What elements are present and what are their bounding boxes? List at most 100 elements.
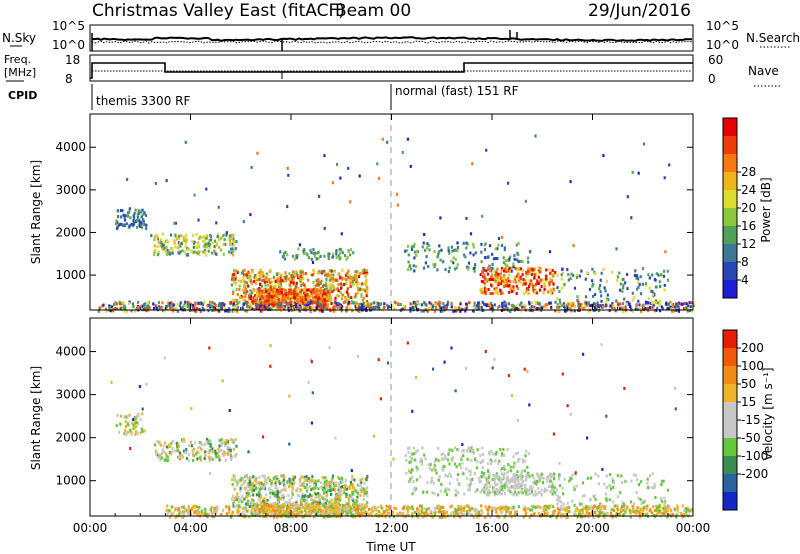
heatmap-cell <box>231 478 234 482</box>
heatmap-cell <box>286 253 289 257</box>
heatmap-cell <box>268 479 271 482</box>
heatmap-cell <box>248 302 251 306</box>
heatmap-cell <box>328 252 331 256</box>
heatmap-cell <box>293 475 297 479</box>
heatmap-cell <box>530 505 533 508</box>
heatmap-cell <box>275 272 278 276</box>
heatmap-cell <box>377 305 380 309</box>
heatmap-cell <box>264 300 267 304</box>
heatmap-cell <box>363 490 366 494</box>
heatmap-cell <box>260 309 263 313</box>
heatmap-cell <box>599 504 603 508</box>
heatmap-cell <box>551 485 554 489</box>
heatmap-cell <box>437 459 440 463</box>
heatmap-cell <box>307 256 310 260</box>
heatmap-cell <box>323 226 326 230</box>
heatmap-cell <box>388 515 391 519</box>
heatmap-cell <box>668 163 671 167</box>
heatmap-cell <box>285 279 288 282</box>
heatmap-cell <box>274 511 277 515</box>
heatmap-cell <box>333 307 336 311</box>
heatmap-cell <box>282 252 285 256</box>
heatmap-cell <box>639 498 642 502</box>
heatmap-cell <box>351 309 354 313</box>
heatmap-cell <box>319 303 323 307</box>
heatmap-cell <box>166 455 169 459</box>
heatmap-cell <box>323 254 326 258</box>
heatmap-cell <box>376 162 379 166</box>
heatmap-cell <box>333 501 336 505</box>
heatmap-cell <box>256 510 259 514</box>
heatmap-cell <box>256 291 259 295</box>
heatmap-cell <box>633 274 636 277</box>
heatmap-cell <box>477 301 480 305</box>
heatmap-cell <box>119 307 122 311</box>
heatmap-cell <box>313 484 316 487</box>
heatmap-cell <box>519 280 522 284</box>
heatmap-cell <box>498 490 501 494</box>
heatmap-cell <box>228 243 232 247</box>
heatmap-cell <box>269 269 272 273</box>
heatmap-cell <box>222 450 225 453</box>
heatmap-cell <box>503 465 506 468</box>
heatmap-cell <box>687 306 690 310</box>
heatmap-cell <box>315 485 318 489</box>
heatmap-cell <box>336 502 339 506</box>
heatmap-cell <box>677 305 680 309</box>
heatmap-cell <box>642 500 645 504</box>
heatmap-cell <box>481 291 484 295</box>
heatmap-cell <box>180 242 183 245</box>
heatmap-cell <box>442 301 445 305</box>
heatmap-cell <box>482 459 485 463</box>
heatmap-cell <box>422 266 426 270</box>
heatmap-cell <box>511 305 515 309</box>
heatmap-cell <box>616 301 619 305</box>
heatmap-cell <box>185 457 189 460</box>
heatmap-cell <box>313 291 317 295</box>
heatmap-cell <box>545 268 548 272</box>
heatmap-cell <box>663 288 666 292</box>
heatmap-cell <box>422 490 425 494</box>
heatmap-cell <box>314 251 317 255</box>
heatmap-cell <box>264 480 267 483</box>
heatmap-cell <box>196 457 199 461</box>
heatmap-cell <box>186 301 189 304</box>
heatmap-cell <box>293 303 297 307</box>
heatmap-cell <box>367 302 370 306</box>
heatmap-cell <box>229 448 232 452</box>
heatmap-cell <box>306 495 309 499</box>
heatmap-cell <box>121 209 124 213</box>
heatmap-cell <box>344 254 347 258</box>
heatmap-cell <box>290 298 293 302</box>
heatmap-cell <box>268 296 271 300</box>
heatmap-cell <box>574 473 577 477</box>
heatmap-cell <box>489 244 492 248</box>
heatmap-cell <box>654 299 658 303</box>
heatmap-cell <box>339 481 342 485</box>
heatmap-cell <box>583 306 587 310</box>
heatmap-cell <box>349 248 353 252</box>
heatmap-cell <box>464 309 467 313</box>
heatmap-cell <box>522 507 525 511</box>
heatmap-cell <box>153 443 156 447</box>
heatmap-cell <box>413 269 416 273</box>
heatmap-cell <box>473 306 476 310</box>
heatmap-cell <box>476 488 479 492</box>
heatmap-cell <box>605 279 608 283</box>
heatmap-cell <box>290 280 293 284</box>
heatmap-cell <box>345 257 348 261</box>
heatmap-cell <box>511 303 514 307</box>
heatmap-cell <box>509 479 512 483</box>
heatmap-cell <box>380 302 383 306</box>
heatmap-cell <box>485 483 488 487</box>
noise-right-tick-bottom: 10^0 <box>706 38 739 52</box>
heatmap-cell <box>258 493 261 497</box>
heatmap-cell <box>518 457 521 461</box>
heatmap-cell <box>660 499 663 503</box>
heatmap-cell <box>476 448 479 452</box>
heatmap-cell <box>533 479 536 483</box>
heatmap-cell <box>293 300 296 304</box>
heatmap-cell <box>295 270 298 274</box>
heatmap-cell <box>260 500 263 504</box>
heatmap-cell <box>597 474 600 478</box>
